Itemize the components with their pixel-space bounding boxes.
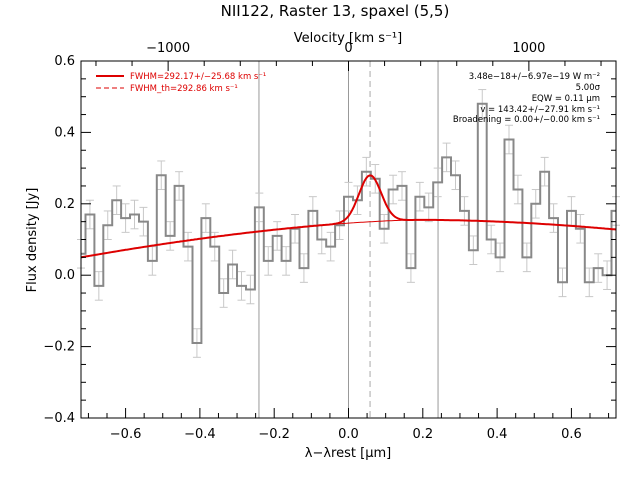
y-tick-label: 0.0: [54, 268, 75, 283]
annotation-eqw: EQW = 0.11 μm: [532, 94, 600, 104]
top-tick-label: 1000: [512, 41, 545, 56]
fit-annotations: 3.48e−18+/−6.97e−19 W m⁻² 5.00σ EQW = 0.…: [453, 72, 601, 125]
x-tick-label: 0.6: [561, 427, 582, 442]
x-tick-label: 0.0: [338, 427, 359, 442]
data-step-line: [81, 102, 616, 344]
legend-solid-label: FWHM=292.17+/−25.68 km s⁻¹: [130, 72, 266, 82]
chart-title: NII122, Raster 13, spaxel (5,5): [221, 2, 450, 20]
annotation-flux: 3.48e−18+/−6.97e−19 W m⁻²: [469, 72, 600, 82]
y-tick-label: −0.2: [43, 340, 75, 355]
y-axis-label: Flux density [Jy]: [25, 188, 40, 293]
x-tick-label: 0.4: [487, 427, 508, 442]
x-axis-label: λ−λrest [μm]: [305, 446, 391, 461]
x-tick-label: −0.4: [184, 427, 216, 442]
x-tick-label: −0.2: [258, 427, 290, 442]
y-tick-label: 0.4: [54, 125, 75, 140]
top-tick-label: 0: [344, 41, 352, 56]
fit-gaussian-line: [80, 174, 617, 259]
y-tick-label: −0.4: [43, 411, 75, 426]
top-axis-label: Velocity [km s⁻¹]: [294, 31, 402, 46]
annotation-velocity: v = 143.42+/−27.91 km s⁻¹: [480, 105, 600, 115]
legend-dashed-label: FWHM_th=292.86 km s⁻¹: [130, 84, 238, 94]
legend: FWHM=292.17+/−25.68 km s⁻¹ FWHM_th=292.8…: [96, 72, 266, 94]
y-tick-label: 0.6: [54, 54, 75, 69]
y-tick-label: 0.2: [54, 197, 75, 212]
x-tick-label: 0.2: [412, 427, 433, 442]
annotation-broadening: Broadening = 0.00+/−0.00 km s⁻¹: [453, 115, 600, 125]
top-tick-label: −1000: [146, 41, 190, 56]
x-tick-label: −0.6: [110, 427, 142, 442]
annotation-significance: 5.00σ: [576, 83, 601, 93]
